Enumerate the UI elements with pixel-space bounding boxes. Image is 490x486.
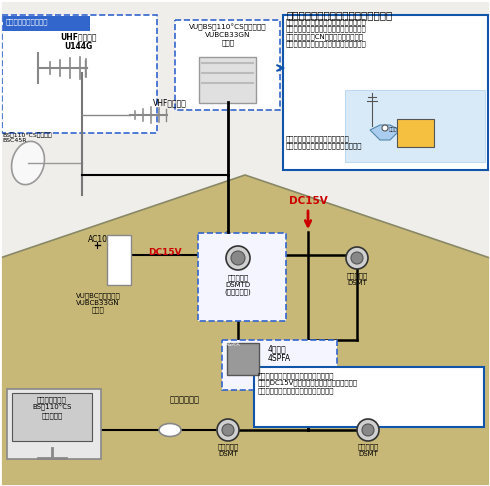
Text: 参考資料　マスプロ電工カタログ抜粋: 参考資料 マスプロ電工カタログ抜粋 [287,10,393,20]
Text: BS・110°CSアンテナ
BSC45R: BS・110°CSアンテナ BSC45R [2,132,52,143]
Text: VHFアンテナ: VHFアンテナ [153,98,187,107]
Text: AC100V: AC100V [88,235,118,244]
Circle shape [382,125,388,131]
Text: テレビ端子
DSMT: テレビ端子 DSMT [357,443,379,457]
Text: DC15V: DC15V [289,196,327,206]
FancyBboxPatch shape [345,90,485,162]
Text: UHFアンテナ
U144G: UHFアンテナ U144G [60,32,96,52]
FancyBboxPatch shape [397,119,434,147]
Circle shape [346,247,368,269]
Text: 4分配器
4SPFA: 4分配器 4SPFA [268,344,291,364]
Text: セパレーター: セパレーター [170,395,200,404]
Text: VU・BCブースター
VUBCB33GN
電源部: VU・BCブースター VUBCB33GN 電源部 [75,292,121,313]
FancyBboxPatch shape [175,20,280,110]
Text: 地上ディジタル放送用: 地上ディジタル放送用 [6,18,49,25]
FancyBboxPatch shape [7,389,101,459]
Text: VU・BS・110°CSブースター
VUBCB33GN
増幅部: VU・BS・110°CSブースター VUBCB33GN 増幅部 [189,24,267,46]
Text: テレビ端子
DSMT: テレビ端子 DSMT [218,443,239,457]
Circle shape [217,419,239,441]
FancyBboxPatch shape [3,16,90,31]
FancyBboxPatch shape [222,340,337,390]
Text: 受信レベルが低い地域ではアンテナ直下に
ブースターを設置することで入力レベルが
確保され信号のCN比も改善されます。
又、アンテナを高くすると更に改善します: 受信レベルが低い地域ではアンテナ直下に ブースターを設置することで入力レベルが … [286,18,367,48]
FancyBboxPatch shape [227,343,259,375]
Ellipse shape [159,423,181,436]
Ellipse shape [12,141,45,185]
Circle shape [231,251,245,265]
Circle shape [351,252,363,264]
FancyBboxPatch shape [12,393,92,441]
Circle shape [357,419,379,441]
Text: 4SPFA: 4SPFA [226,342,241,347]
Text: 地上ディジタル
BS・110°CS
対応テレビ: 地上ディジタル BS・110°CS 対応テレビ [32,396,72,419]
FancyBboxPatch shape [283,15,488,170]
FancyBboxPatch shape [199,57,256,103]
Text: 分配器: 分配器 [389,126,397,132]
Text: 各部屋で良好に受信するためには
受信状況に応じたブースターが必要です: 各部屋で良好に受信するためには 受信状況に応じたブースターが必要です [286,135,363,149]
Circle shape [362,424,374,436]
FancyBboxPatch shape [2,15,157,133]
Polygon shape [370,125,400,140]
Text: テレビ端子
DSMTD
(電源挿入型): テレビ端子 DSMTD (電源挿入型) [224,274,251,295]
Text: 室内の電源部から，ブースター増幅部に
電気（DC15V）を送る場合，系統を確認の上，
電流通過型の機器を使用してください。: 室内の電源部から，ブースター増幅部に 電気（DC15V）を送る場合，系統を確認の… [258,372,358,394]
Text: DC15V: DC15V [148,248,182,257]
Polygon shape [0,175,490,486]
FancyBboxPatch shape [198,233,286,321]
Text: テレビ端子
DSMT: テレビ端子 DSMT [346,272,368,286]
Circle shape [226,246,250,270]
Circle shape [222,424,234,436]
FancyBboxPatch shape [107,235,131,285]
FancyBboxPatch shape [254,367,484,427]
